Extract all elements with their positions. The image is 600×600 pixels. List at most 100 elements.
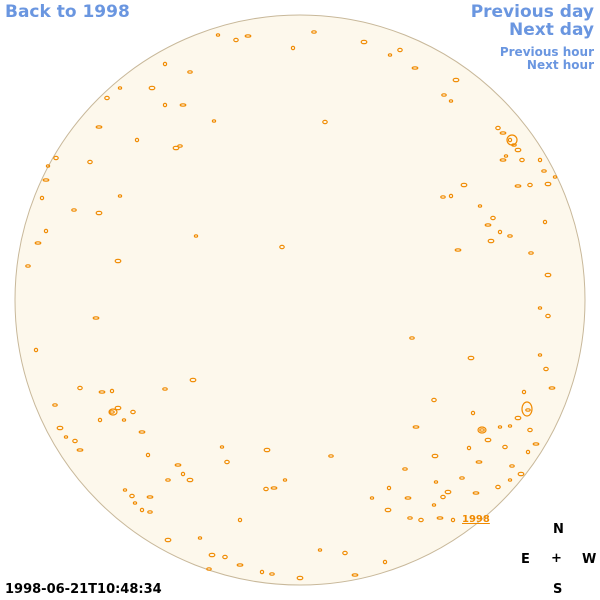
contour-speck [72,438,78,444]
contour-speck [479,428,485,432]
contour-speck [411,66,419,70]
contour-speck [537,157,543,163]
contour-speck [147,510,153,514]
contour-speck [328,454,334,458]
contour-speck [507,234,513,238]
compass-west-label: W [582,552,597,567]
contour-speck [495,125,501,131]
contour-speck [519,157,525,163]
contour-speck [132,501,138,505]
contour-speck [92,316,100,320]
contour-speck [56,425,64,431]
contour-speck [514,147,522,153]
contour-speck [397,47,403,53]
contour-speck [537,306,543,310]
contour-speck [52,403,58,407]
contour-speck [431,503,437,507]
contour-region [108,408,118,416]
active-region-label[interactable]: 1998 [462,514,490,525]
contour-speck [448,193,454,199]
contour-speck [39,195,45,201]
previous-hour-link[interactable]: Previous hour [499,45,594,59]
contour-speck [197,536,203,540]
contour-speck [409,336,415,340]
contour-speck [263,486,269,492]
contour-speck [109,410,115,414]
contour-speck [454,248,462,252]
contour-speck [139,507,145,513]
contour-speck [544,272,552,278]
contour-speck [470,410,476,416]
next-day-link[interactable]: Next day [509,20,594,40]
next-hour-link[interactable]: Next hour [526,58,594,72]
contour-speck [215,33,221,37]
contour-speck [459,476,465,480]
contour-speck [87,159,93,165]
contour-region [477,426,487,434]
contour-speck [404,496,412,500]
contour-speck [148,85,156,91]
contour-speck [45,164,51,168]
contour-speck [180,471,186,477]
contour-speck [499,131,507,135]
contour-speck [222,554,228,560]
contour-speck [117,194,123,198]
contour-speck [134,137,140,143]
previous-day-link[interactable]: Previous day [470,2,594,22]
contour-speck [263,447,271,453]
contour-speck [369,496,375,500]
contour-speck [477,204,483,208]
contour-speck [387,53,393,57]
contour-speck [544,181,552,187]
back-to-year-link[interactable]: Back to 1998 [5,2,130,22]
contour-speck [351,573,359,577]
contour-speck [322,119,328,125]
contour-speck [233,37,239,43]
contour-speck [224,459,230,465]
contour-speck [503,154,509,158]
contour-speck [412,425,420,429]
compass-east-label: E [521,552,530,567]
contour-speck [25,264,31,268]
contour-speck [296,575,304,581]
compass-south-label: S [553,582,563,597]
contour-speck [95,125,103,129]
contour-speck [514,415,522,421]
contour-speck [490,215,496,221]
contour-speck [76,448,84,452]
contour-region [506,134,518,146]
contour-speck [525,408,531,412]
contour-speck [244,34,252,38]
contour-speck [528,251,534,255]
contour-speck [484,223,492,227]
contour-speck [382,559,388,565]
contour-speck [145,452,151,458]
contour-speck [525,449,531,455]
contour-speck [542,219,548,225]
contour-speck [407,516,413,520]
contour-speck [452,77,460,83]
contour-speck [342,550,348,556]
contour-speck [552,175,558,179]
contour-speck [532,442,540,446]
contour-speck [527,427,533,433]
contour-speck [282,478,288,482]
contour-speck [386,485,392,491]
contour-speck [122,488,128,492]
contour-speck [541,169,547,173]
contour-speck [475,460,483,464]
contour-speck [440,195,446,199]
contour-speck [448,99,454,103]
contour-speck [527,182,533,188]
contour-speck [95,210,103,216]
compass-north-label: N [553,522,564,537]
contour-speck [146,495,154,499]
contour-speck [98,390,106,394]
contour-speck [384,507,392,513]
contour-speck [138,430,146,434]
contour-speck [418,517,424,523]
contour-speck [208,552,216,558]
magnetic-contours [25,30,558,581]
compass-center-mark: + [551,551,562,566]
